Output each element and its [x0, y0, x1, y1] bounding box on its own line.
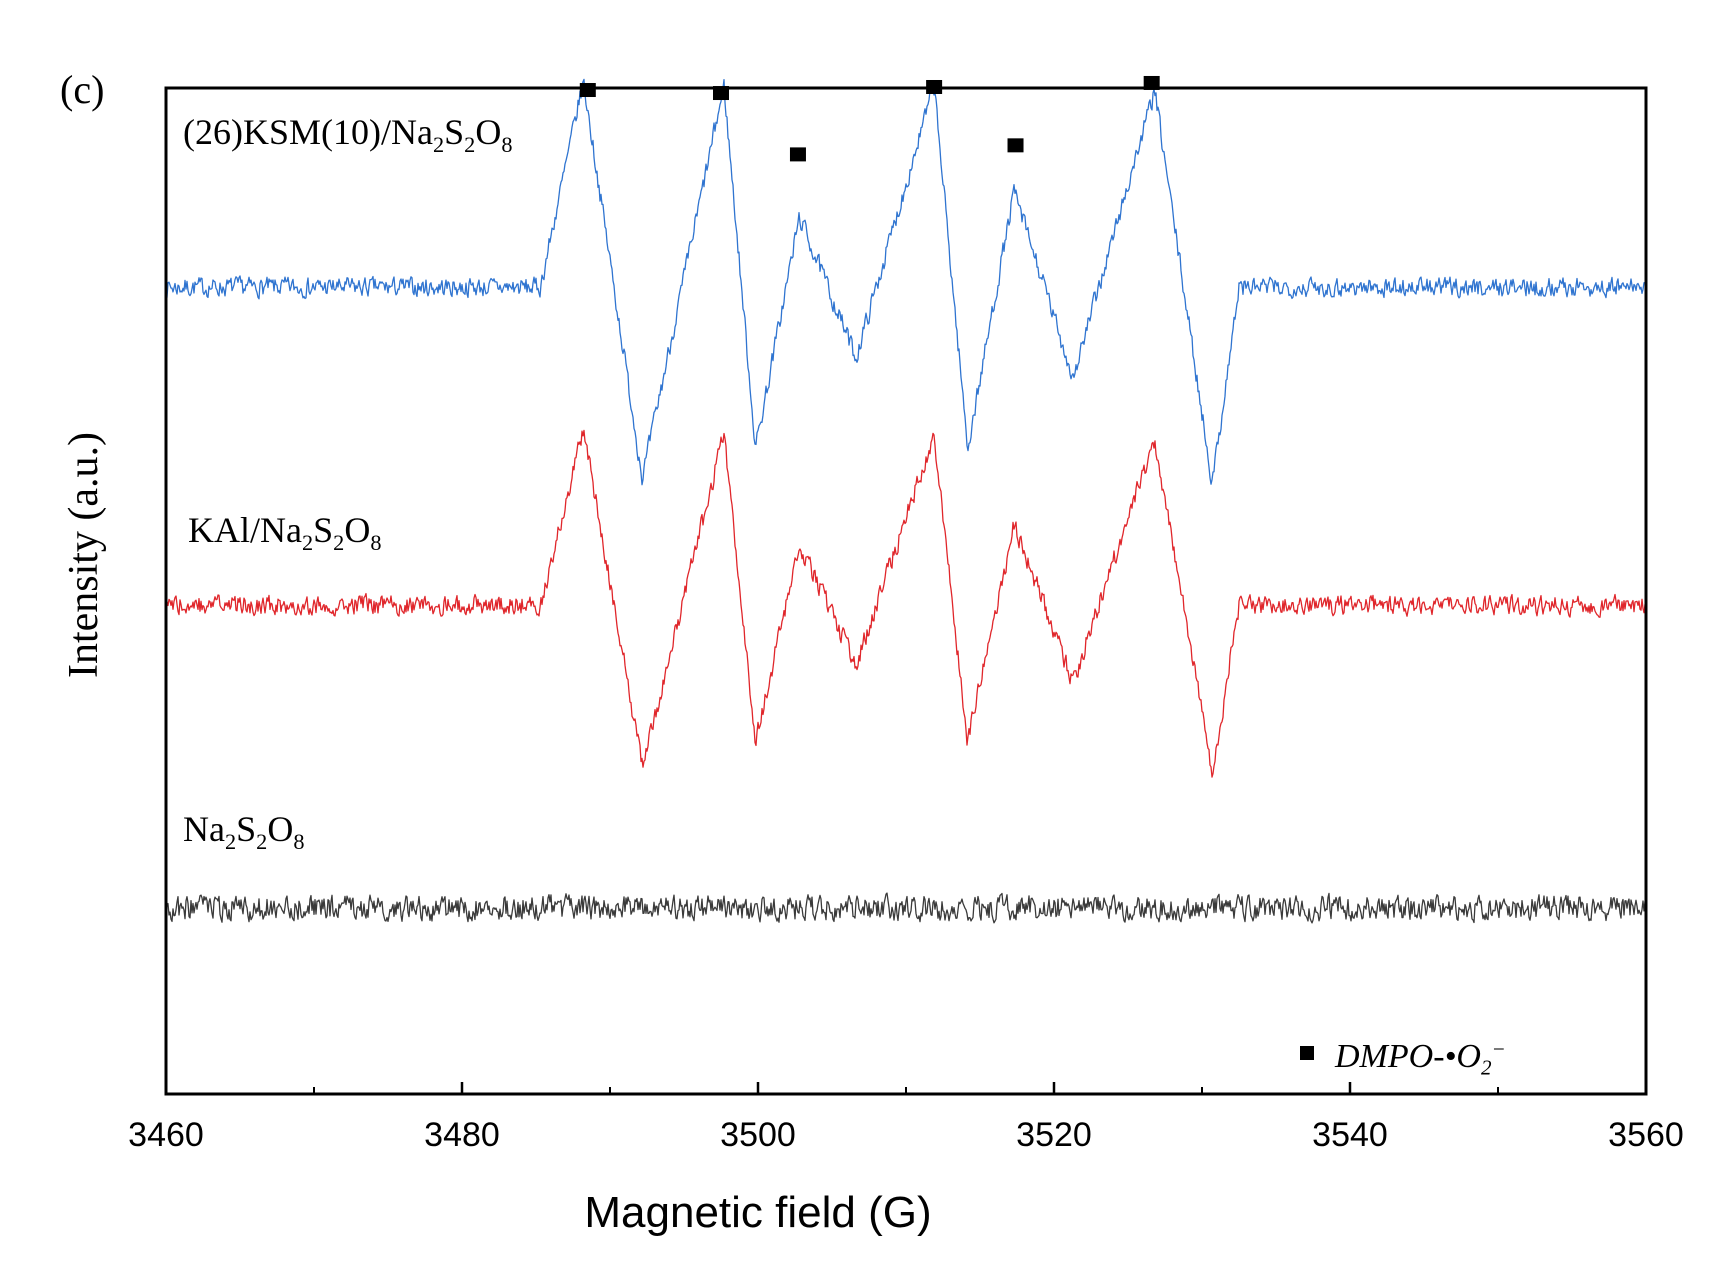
series-label-0: (26)KSM(10)/Na2S2O8 — [183, 112, 512, 157]
panel-label: (c) — [60, 67, 104, 112]
peak-marker-2 — [789, 147, 806, 162]
x-tick-label: 3520 — [1016, 1116, 1092, 1154]
peak-marker-5 — [1143, 75, 1160, 90]
series-label-1: KAl/Na2S2O8 — [188, 510, 381, 555]
series-line-1 — [165, 429, 1647, 778]
x-tick-label: 3460 — [128, 1116, 204, 1154]
peak-marker-1 — [713, 86, 729, 101]
series-labels: (26)KSM(10)/Na2S2O8 KAl/Na2S2O8 Na2S2O8 — [183, 112, 512, 854]
legend-label: DMPO-•O2− — [1334, 1037, 1506, 1080]
peak-marker-0 — [579, 83, 596, 98]
series-line-2 — [165, 892, 1647, 924]
legend: DMPO-•O2− — [1300, 1037, 1506, 1080]
series-line-0 — [165, 78, 1647, 486]
x-tick-label: 3480 — [424, 1116, 500, 1154]
x-axis-title: Magnetic field (G) — [584, 1188, 931, 1237]
y-axis-title: Intensity (a.u.) — [61, 432, 107, 678]
legend-marker — [1300, 1046, 1314, 1060]
plot-traces — [165, 78, 1647, 924]
series-label-2: Na2S2O8 — [183, 809, 304, 854]
peak-marker-4 — [1007, 138, 1024, 153]
x-tick-label: 3560 — [1608, 1116, 1684, 1154]
x-axis: 3460 3480 3500 3520 3540 3560 — [128, 1082, 1684, 1154]
x-tick-label: 3500 — [720, 1116, 796, 1154]
x-tick-label: 3540 — [1312, 1116, 1388, 1154]
